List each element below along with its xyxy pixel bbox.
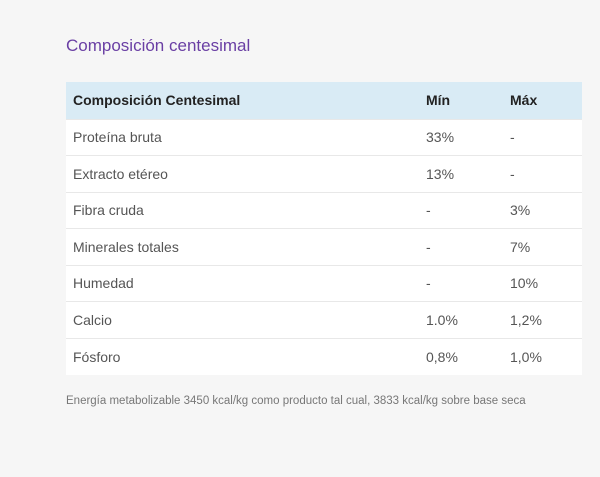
table-row: Proteína bruta 33% - (66, 119, 582, 156)
row-max: - (510, 129, 515, 146)
row-max: 1,0% (510, 348, 542, 365)
header-min: Mín (426, 92, 451, 109)
row-label: Fósforo (73, 348, 121, 365)
row-max: 1,2% (510, 311, 542, 328)
header-component: Composición Centesimal (73, 92, 241, 109)
table-row: Extracto etéreo 13% - (66, 155, 582, 192)
energy-footnote: Energía metabolizable 3450 kcal/kg como … (66, 395, 526, 407)
table-row: Calcio 1.0% 1,2% (66, 301, 582, 338)
header-max: Máx (510, 92, 538, 109)
row-max: 7% (510, 238, 531, 255)
row-label: Humedad (73, 275, 134, 292)
table-row: Humedad - 10% (66, 265, 582, 302)
row-max: - (510, 165, 515, 182)
row-label: Fibra cruda (73, 202, 144, 219)
row-min: - (426, 275, 431, 292)
table-row: Fósforo 0,8% 1,0% (66, 338, 582, 375)
row-max: 10% (510, 275, 539, 292)
row-min: 1.0% (426, 311, 458, 328)
table-header-row: Composición Centesimal Mín Máx (66, 82, 582, 119)
row-min: - (426, 238, 431, 255)
row-min: - (426, 202, 431, 219)
row-label: Extracto etéreo (73, 165, 168, 182)
section-title: Composición centesimal (66, 36, 251, 55)
row-min: 13% (426, 165, 455, 182)
row-min: 0,8% (426, 348, 458, 365)
row-label: Minerales totales (73, 238, 179, 255)
row-label: Proteína bruta (73, 129, 162, 146)
row-min: 33% (426, 129, 455, 146)
table-row: Fibra cruda - 3% (66, 192, 582, 229)
table-row: Minerales totales - 7% (66, 228, 582, 265)
row-max: 3% (510, 202, 531, 219)
composition-table: Composición Centesimal Mín Máx Proteína … (66, 82, 582, 375)
row-label: Calcio (73, 311, 112, 328)
